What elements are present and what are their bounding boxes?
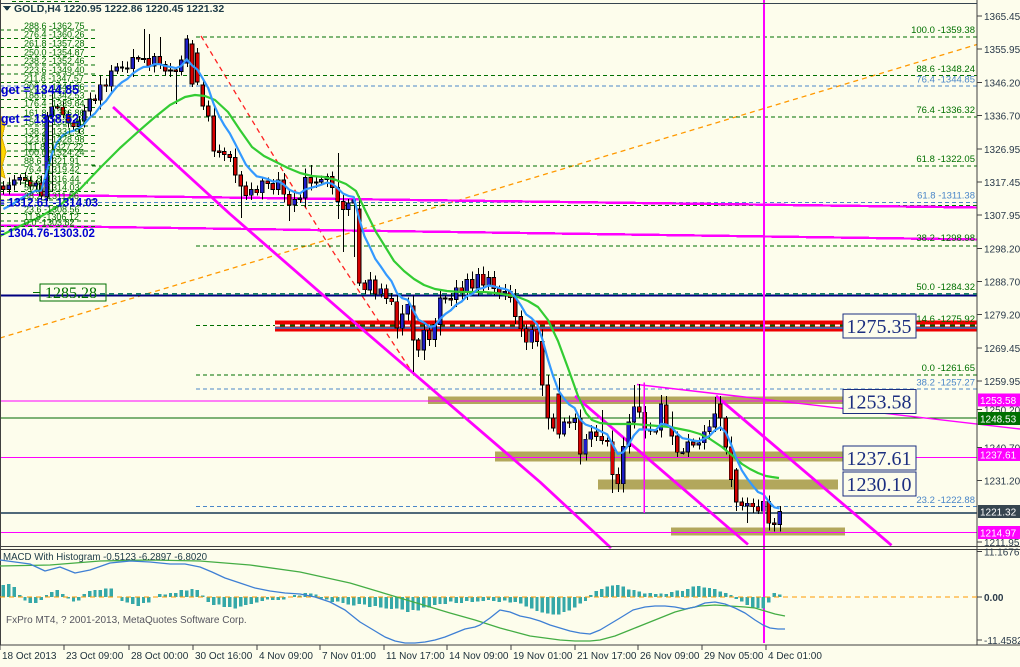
svg-text:23 Oct 09:00: 23 Oct 09:00: [66, 651, 124, 662]
svg-text:FxPro MT4, ? 2001-2013, MetaQu: FxPro MT4, ? 2001-2013, MetaQuotes Softw…: [6, 615, 247, 626]
svg-text:29 Nov 05:00: 29 Nov 05:00: [704, 651, 764, 662]
svg-text:200.0 -1344.66: 200.0 -1344.66: [24, 82, 85, 92]
svg-text:1231.20: 1231.20: [984, 476, 1020, 487]
svg-text:1317.45: 1317.45: [984, 178, 1020, 189]
svg-text:21 Nov 17:00: 21 Nov 17:00: [577, 651, 637, 662]
svg-text:111.8 -1327.22: 111.8 -1327.22: [24, 142, 83, 152]
svg-text:1298.20: 1298.20: [984, 245, 1020, 256]
svg-text:11 Nov 17:00: 11 Nov 17:00: [386, 651, 445, 662]
svg-text:1237.61: 1237.61: [980, 451, 1017, 462]
svg-text:1346.20: 1346.20: [984, 79, 1020, 90]
svg-text:0.0 -1303.82: 0.0 -1303.82: [24, 218, 75, 228]
svg-text:188.6 -1342.53: 188.6 -1342.53: [24, 91, 85, 101]
svg-text:1237.61: 1237.61: [847, 448, 912, 470]
svg-text:28 Oct 00:00: 28 Oct 00:00: [131, 651, 189, 662]
svg-text:138.2 -1331.93: 138.2 -1331.93: [24, 127, 85, 137]
svg-text:18 Oct 2013: 18 Oct 2013: [2, 651, 57, 662]
svg-text:= 1312.61 -1314.03: = 1312.61 -1314.03: [0, 198, 98, 210]
svg-text:1336.70: 1336.70: [984, 111, 1020, 122]
svg-text:23.2 -1222.88: 23.2 -1222.88: [916, 495, 975, 506]
svg-text:11.8 -1306.12: 11.8 -1306.12: [24, 212, 79, 222]
svg-text:50.0 -1314.03: 50.0 -1314.03: [24, 183, 80, 193]
svg-text:50.0 -1284.32: 50.0 -1284.32: [916, 282, 975, 293]
svg-text:1355.95: 1355.95: [984, 45, 1020, 56]
svg-text:1214.97: 1214.97: [980, 529, 1017, 540]
svg-text:38.2 -1311.56: 38.2 -1311.56: [24, 191, 79, 201]
svg-text:14 Nov 09:00: 14 Nov 09:00: [449, 651, 509, 662]
svg-text:23.6 -1308.56: 23.6 -1308.56: [24, 205, 80, 215]
svg-text:1211.95: 1211.95: [984, 538, 1020, 549]
svg-text:rget = 1338.52: rget = 1338.52: [0, 112, 79, 126]
svg-text:211.8 -1347.57: 211.8 -1347.57: [24, 74, 84, 84]
svg-text:88.6 -1348.24: 88.6 -1348.24: [916, 64, 975, 75]
svg-text:= 1304.76-1303.02: = 1304.76-1303.02: [0, 228, 95, 240]
svg-text:61.8 -1316.44: 61.8 -1316.44: [24, 174, 80, 184]
svg-text:19 Nov 01:00: 19 Nov 01:00: [513, 651, 573, 662]
svg-text:100.0 -1324.24: 100.0 -1324.24: [24, 148, 85, 158]
svg-text:4 Dec 01:00: 4 Dec 01:00: [768, 651, 822, 662]
svg-text:100.0 -1359.38: 100.0 -1359.38: [911, 25, 975, 36]
svg-text:76.4 -1344.85: 76.4 -1344.85: [916, 75, 975, 86]
svg-text:26 Nov 09:00: 26 Nov 09:00: [640, 651, 700, 662]
svg-text:rget = 1344.85: rget = 1344.85: [0, 83, 79, 97]
svg-text:-11.4582: -11.4582: [984, 636, 1020, 647]
svg-text:1326.95: 1326.95: [984, 145, 1020, 156]
svg-text:11.1676: 11.1676: [984, 548, 1020, 559]
svg-text:7 Nov 01:00: 7 Nov 01:00: [322, 651, 376, 662]
svg-text:0.0 -1261.65: 0.0 -1261.65: [922, 363, 975, 374]
svg-text:76.4 -1319.42: 76.4 -1319.42: [24, 165, 80, 175]
svg-text:1279.20: 1279.20: [984, 310, 1020, 321]
svg-text:GOLD,H4 1220.95 1222.86 1220.: GOLD,H4 1220.95 1222.86 1220.45 1221.32: [14, 3, 224, 15]
svg-text:38.2 -1298.98: 38.2 -1298.98: [916, 233, 975, 244]
svg-text:223.6 -1349.40: 223.6 -1349.40: [24, 65, 85, 75]
svg-text:276.4 -1360.26: 276.4 -1360.26: [24, 30, 85, 40]
svg-text:1259.95: 1259.95: [984, 377, 1020, 388]
svg-text:0.00: 0.00: [984, 593, 1004, 604]
svg-text:161.8 -1336.86: 161.8 -1336.86: [24, 108, 85, 118]
svg-text:250.0 -1354.87: 250.0 -1354.87: [24, 48, 85, 58]
svg-text:1250.20: 1250.20: [984, 406, 1020, 417]
svg-text:150.0 -1334.40: 150.0 -1334.40: [24, 117, 85, 127]
svg-text:176.4 -1339.84: 176.4 -1339.84: [24, 99, 85, 109]
svg-text:1253.58: 1253.58: [980, 396, 1017, 407]
svg-text:76.4 -1336.32: 76.4 -1336.32: [916, 105, 975, 116]
svg-text:1285.28: 1285.28: [45, 285, 97, 302]
svg-text:14.6 -1275.92: 14.6 -1275.92: [916, 314, 975, 325]
svg-text:1275.35: 1275.35: [847, 316, 912, 338]
svg-text:123.6 -1328.98: 123.6 -1328.98: [24, 135, 85, 145]
svg-text:38.2 -1257.27: 38.2 -1257.27: [916, 378, 975, 389]
svg-text:61.8 -1322.05: 61.8 -1322.05: [916, 154, 975, 165]
svg-text:1221.32: 1221.32: [980, 508, 1017, 519]
svg-text:30 Oct 16:00: 30 Oct 16:00: [195, 651, 253, 662]
svg-text:4 Nov 09:00: 4 Nov 09:00: [259, 651, 313, 662]
svg-text:1288.70: 1288.70: [984, 278, 1020, 289]
svg-text:88.6 -1321.91: 88.6 -1321.91: [24, 156, 80, 166]
svg-text:1230.10: 1230.10: [847, 474, 912, 496]
svg-text:1307.95: 1307.95: [984, 211, 1020, 222]
svg-text:1253.58: 1253.58: [847, 392, 912, 414]
svg-text:261.8 -1357.28: 261.8 -1357.28: [24, 39, 85, 49]
svg-text:1248.53: 1248.53: [980, 415, 1017, 426]
svg-text:MACD With Histogram -0.5123 -: MACD With Histogram -0.5123 -6.2897 -6.8…: [3, 552, 208, 563]
svg-text:288.6 -1362.75: 288.6 -1362.75: [24, 21, 85, 31]
svg-text:1269.45: 1269.45: [984, 344, 1020, 355]
svg-text:61.8 -1311.38: 61.8 -1311.38: [917, 191, 975, 202]
svg-text:238.2 -1352.46: 238.2 -1352.46: [24, 56, 85, 66]
svg-text:1365.45: 1365.45: [984, 12, 1020, 23]
